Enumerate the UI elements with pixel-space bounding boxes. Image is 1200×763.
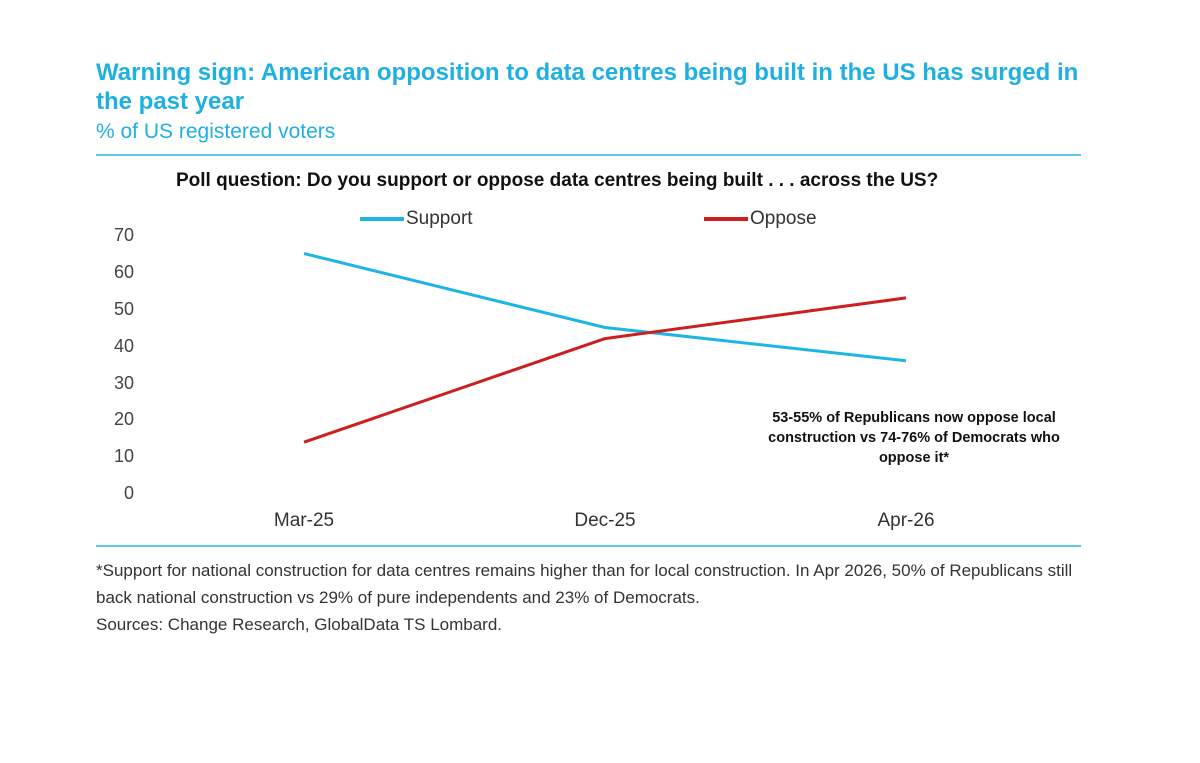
chart-title: Warning sign: American opposition to dat… — [96, 59, 1079, 115]
chart-subtitle: % of US registered voters — [96, 120, 336, 143]
series-line-support — [303, 252, 907, 363]
poll-question: Poll question: Do you support or oppose … — [176, 170, 939, 191]
footnote-block: *Support for national construction for d… — [96, 557, 1096, 638]
legend-item-oppose: Oppose — [704, 208, 817, 230]
y-tick-label: 30 — [113, 373, 134, 393]
legend-swatch-oppose — [704, 217, 748, 221]
footnote-text: *Support for national construction for d… — [96, 561, 1073, 607]
legend-item-support: Support — [360, 208, 473, 230]
y-tick-label: 70 — [113, 225, 134, 245]
legend-swatch-support — [360, 217, 404, 221]
y-tick-label: 40 — [113, 336, 134, 356]
y-tick-label: 0 — [123, 483, 134, 503]
series-line-oppose — [303, 296, 907, 444]
legend-label-oppose: Oppose — [750, 208, 817, 229]
y-tick-label: 60 — [113, 262, 134, 282]
sources-text: Sources: Change Research, GlobalData TS … — [96, 615, 503, 634]
x-tick-label: Mar-25 — [273, 510, 335, 531]
bottom-divider — [96, 545, 1081, 547]
y-tick-label: 10 — [113, 446, 134, 466]
chart-annotation: 53-55% of Republicans now oppose local c… — [768, 410, 1060, 466]
y-tick-label: 50 — [113, 299, 134, 319]
y-tick-label: 20 — [113, 409, 134, 429]
x-tick-label: Apr-26 — [877, 510, 935, 531]
top-divider — [96, 154, 1081, 156]
x-tick-label: Dec-25 — [574, 510, 636, 531]
legend-label-support: Support — [406, 208, 473, 229]
